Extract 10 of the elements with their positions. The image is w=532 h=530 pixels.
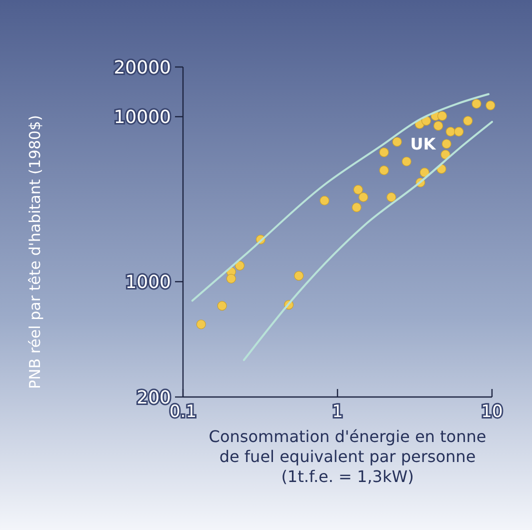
x-tick-label: 1 bbox=[332, 402, 343, 422]
y-tick-label: 1000 bbox=[125, 272, 171, 293]
x-axis-title: Consommation d'énergie en tonne de fuel equivalent par personne (1t.f.e. = 1,3kW) bbox=[208, 427, 486, 486]
y-axis-title: PNB réel par tête d'habitant (1980$) bbox=[26, 115, 44, 389]
x-tick-label: 0.1 bbox=[169, 402, 197, 422]
annotation: UK bbox=[410, 134, 436, 154]
y-tick-label: 10000 bbox=[114, 106, 171, 128]
y-tick-label: 20000 bbox=[114, 57, 171, 78]
x-tick-label: 10 bbox=[481, 402, 503, 422]
y-tick-label: 200 bbox=[136, 387, 171, 408]
